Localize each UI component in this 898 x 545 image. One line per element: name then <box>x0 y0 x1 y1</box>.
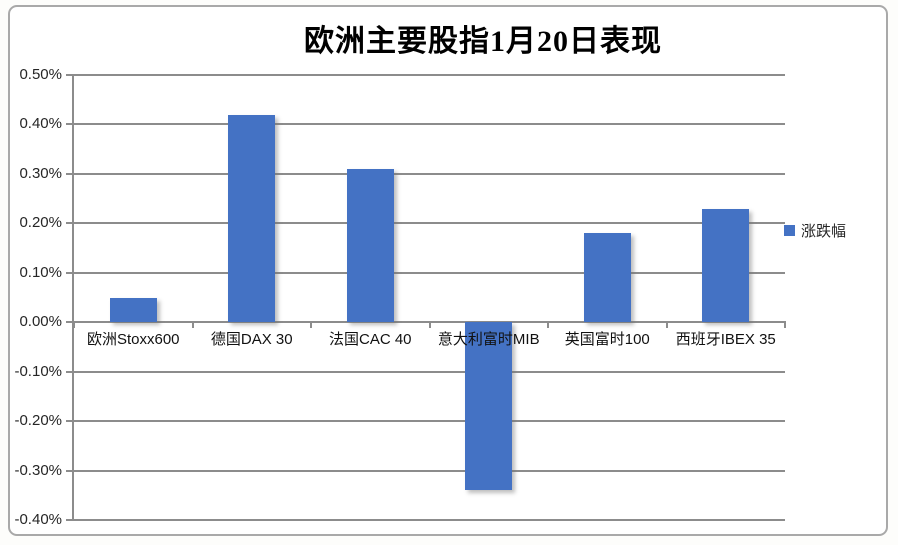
legend: 涨跌幅 <box>784 220 846 241</box>
legend-label: 涨跌幅 <box>801 223 847 240</box>
legend-swatch-icon <box>784 225 795 236</box>
chart-title: 欧洲主要股指1月20日表现 <box>304 25 662 58</box>
chart-border <box>8 5 888 536</box>
